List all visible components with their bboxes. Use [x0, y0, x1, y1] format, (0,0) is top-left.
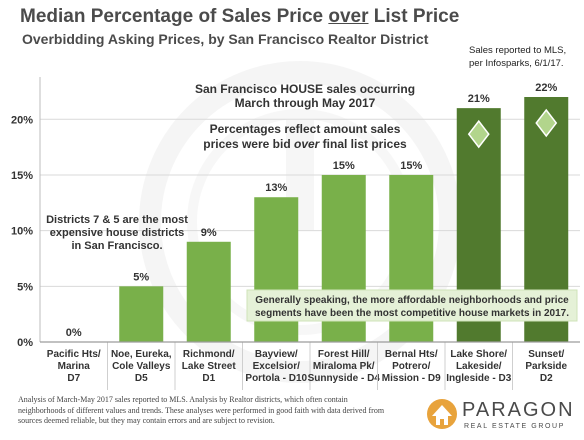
annotation-mid-line2: prices were bid over final list prices	[203, 137, 407, 151]
x-tick-label: Ingleside - D3	[446, 373, 511, 384]
x-tick-label: Portola - D10	[245, 373, 307, 384]
annotation-left: Districts 7 & 5 are the most expensive h…	[46, 214, 188, 252]
logo-tagline: REAL ESTATE GROUP	[464, 423, 565, 430]
source-note: Sales reported to MLS, per Infosparks, 6…	[469, 45, 567, 69]
paragon-logo: PARAGON REAL ESTATE GROUP	[426, 397, 580, 433]
x-tick-label: Parkside	[525, 361, 567, 372]
x-tick-label: Miraloma Pk/	[313, 361, 375, 372]
x-tick-label: Noe, Eureka,	[111, 349, 172, 360]
x-tick-label: Bernal Hts/	[385, 349, 438, 360]
x-tick-label: Lake Shore/	[450, 349, 507, 360]
x-tick-label: Lakeside/	[456, 361, 502, 372]
x-tick-label: Sunnyside - D4	[308, 373, 381, 384]
data-label: 21%	[468, 93, 490, 105]
highlight-diamond	[467, 119, 490, 149]
x-tick-label: Bayview/	[255, 349, 298, 360]
x-tick-label: D1	[202, 373, 215, 384]
x-tick-label: D2	[540, 373, 553, 384]
annotation-box-line2: segments have been the most competitive …	[255, 308, 569, 319]
y-tick-label: 5%	[17, 281, 33, 293]
y-tick-label: 15%	[11, 170, 33, 182]
logo-wordmark: PARAGON	[462, 399, 575, 421]
annotation-top: San Francisco HOUSE sales occurring Marc…	[195, 82, 415, 110]
data-label: 13%	[265, 182, 287, 194]
annotation-left-line2: expensive house districts	[50, 227, 185, 239]
highlight-diamond	[535, 108, 558, 138]
data-label: 15%	[400, 160, 422, 172]
x-tick-label: Pacific Hts/	[47, 349, 101, 360]
x-tick-label: Potrero/	[392, 361, 431, 372]
data-label: 15%	[333, 160, 355, 172]
bar	[119, 286, 164, 342]
x-tick-label: Marina	[58, 361, 91, 372]
bar	[186, 241, 231, 342]
x-tick-label: Mission - D9	[382, 373, 441, 384]
data-label: 9%	[201, 227, 217, 239]
x-tick-label: D7	[67, 373, 80, 384]
y-tick-label: 10%	[11, 226, 33, 238]
annotation-left-line3: in San Francisco.	[71, 240, 162, 252]
chart-subtitle: Overbidding Asking Prices, by San Franci…	[22, 31, 429, 47]
annotation-top-line1: San Francisco HOUSE sales occurring	[195, 82, 415, 96]
data-label: 0%	[66, 327, 82, 339]
annotation-middle: Percentages reflect amount sales prices …	[203, 122, 407, 151]
chart-title: Median Percentage of Sales Price over Li…	[20, 6, 460, 27]
x-tick-label: Excelsior/	[253, 361, 300, 372]
annotation-box-line1: Generally speaking, the more affordable …	[255, 295, 569, 306]
annotation-mid-line1: Percentages reflect amount sales	[210, 122, 401, 136]
annotation-top-line2: March through May 2017	[235, 96, 376, 110]
x-tick-label: Richmond/	[183, 349, 235, 360]
x-tick-label: Forest Hill/	[318, 349, 370, 360]
x-tick-label: Sunset/	[528, 349, 564, 360]
y-tick-label: 0%	[17, 337, 33, 349]
y-axis: 0% 5% 10% 15% 20%	[11, 77, 41, 349]
annotation-box: Generally speaking, the more affordable …	[246, 289, 578, 322]
x-tick-label: Lake Street	[182, 361, 237, 372]
x-tick-label: D5	[135, 373, 148, 384]
data-label: 22%	[535, 82, 557, 94]
house-logo-icon	[427, 399, 457, 429]
data-label: 5%	[133, 271, 149, 283]
x-tick-label: Cole Valleys	[112, 361, 171, 372]
footnote: Analysis of March-May 2017 sales reporte…	[18, 395, 385, 425]
y-tick-label: 20%	[11, 114, 33, 126]
annotation-left-line1: Districts 7 & 5 are the most	[46, 214, 188, 226]
